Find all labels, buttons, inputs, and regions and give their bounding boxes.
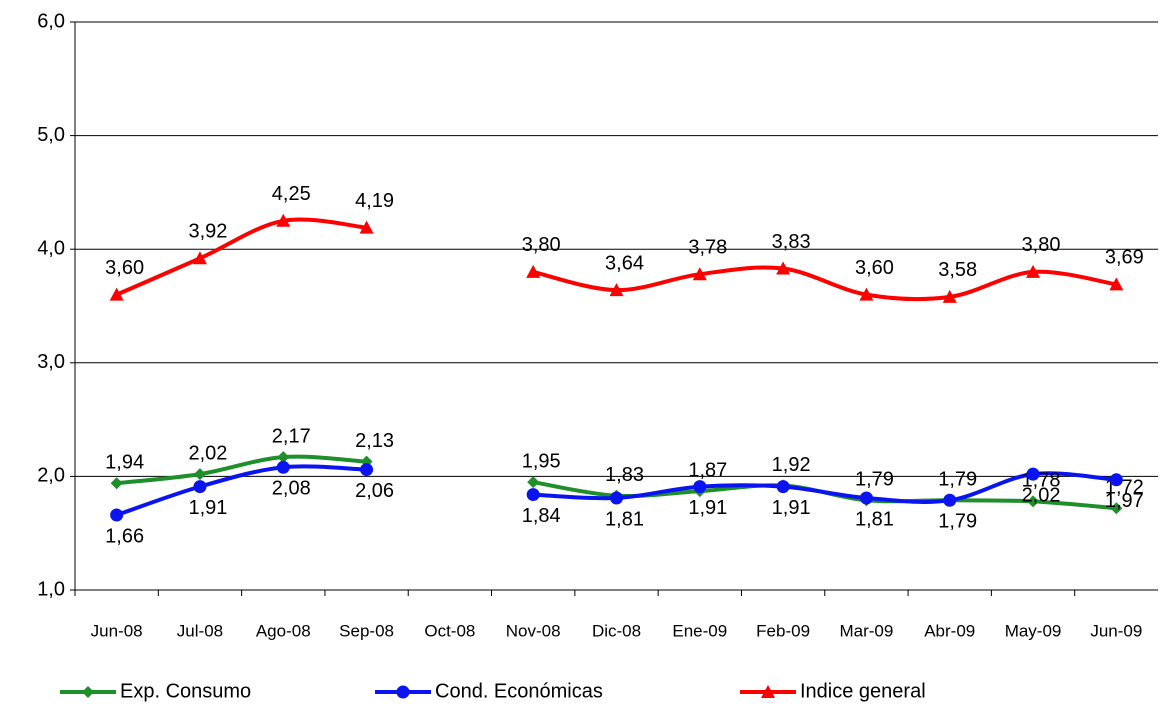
x-tick-label: Ene-09 xyxy=(672,621,727,640)
marker xyxy=(359,220,374,234)
y-tick-label: 5,0 xyxy=(37,124,65,146)
data-label: 1,79 xyxy=(938,469,977,491)
marker xyxy=(610,491,623,505)
data-label: 1,84 xyxy=(522,505,561,527)
marker xyxy=(109,287,124,301)
x-tick-label: Jun-08 xyxy=(91,621,143,640)
series-line xyxy=(116,464,367,517)
data-label: 2,13 xyxy=(355,430,394,452)
marker xyxy=(1109,277,1124,291)
data-label: 2,02 xyxy=(188,442,227,464)
marker xyxy=(193,480,207,494)
x-tick-label: May-09 xyxy=(1005,621,1062,640)
marker xyxy=(1109,473,1123,487)
data-label: 1,79 xyxy=(855,469,894,491)
data-label: 2,08 xyxy=(272,478,311,500)
marker xyxy=(276,460,290,474)
data-label: 3,60 xyxy=(855,257,894,279)
marker xyxy=(692,267,707,281)
marker xyxy=(776,261,791,275)
data-label: 3,80 xyxy=(522,234,561,256)
series-line xyxy=(116,454,367,486)
x-tick-label: Oct-08 xyxy=(424,621,475,640)
x-tick-label: Abr-09 xyxy=(924,621,975,640)
marker xyxy=(1026,264,1041,278)
marker xyxy=(943,493,957,507)
x-tick-label: Nov-08 xyxy=(506,621,561,640)
data-label: 3,83 xyxy=(772,231,811,253)
data-label: 1,87 xyxy=(688,459,727,481)
legend-label: Cond. Económicas xyxy=(435,680,603,702)
marker xyxy=(1110,502,1123,515)
y-tick-label: 3,0 xyxy=(37,351,65,373)
data-label: 3,58 xyxy=(938,259,977,281)
marker xyxy=(1027,495,1040,508)
legend-label: Indice general xyxy=(800,680,926,702)
marker xyxy=(277,451,290,464)
marker xyxy=(776,480,790,494)
data-label: 3,64 xyxy=(605,252,644,274)
x-tick-label: Dic-08 xyxy=(592,621,641,640)
data-label: 4,25 xyxy=(272,183,311,205)
marker xyxy=(276,213,291,227)
x-tick-label: Mar-09 xyxy=(839,621,893,640)
data-label: 1,66 xyxy=(105,525,144,547)
data-label: 1,95 xyxy=(522,450,561,472)
legend-marker xyxy=(761,685,775,698)
series-line xyxy=(115,217,367,297)
marker xyxy=(609,283,624,297)
data-label: 3,92 xyxy=(188,221,227,243)
x-tick-label: Jul-08 xyxy=(177,621,223,640)
legend-marker xyxy=(82,686,94,698)
x-tick-label: Jun-09 xyxy=(1090,621,1142,640)
data-label: 1,81 xyxy=(605,508,644,530)
legend-label: Exp. Consumo xyxy=(120,680,251,702)
y-tick-label: 1,0 xyxy=(37,578,65,600)
marker xyxy=(526,488,540,502)
marker xyxy=(859,491,873,505)
marker xyxy=(110,508,124,522)
data-label: 1,91 xyxy=(688,497,727,519)
marker xyxy=(859,287,874,301)
marker xyxy=(526,264,541,278)
data-label: 1,94 xyxy=(105,451,144,473)
data-label: 2,02 xyxy=(1022,484,1061,506)
x-tick-label: Feb-09 xyxy=(756,621,810,640)
data-label: 3,69 xyxy=(1105,247,1144,269)
y-tick-label: 2,0 xyxy=(37,465,65,487)
series-line xyxy=(533,471,1117,504)
marker xyxy=(110,477,123,490)
marker xyxy=(527,476,540,489)
data-label: 3,60 xyxy=(105,257,144,279)
marker xyxy=(360,463,374,477)
x-tick-label: Ago-08 xyxy=(256,621,311,640)
data-label: 1,91 xyxy=(188,497,227,519)
data-label: 1,97 xyxy=(1105,490,1144,512)
data-label: 1,79 xyxy=(938,511,977,533)
data-label: 1,92 xyxy=(772,454,811,476)
data-label: 4,19 xyxy=(355,190,394,212)
marker xyxy=(1026,467,1040,481)
marker xyxy=(942,289,957,303)
legend-marker xyxy=(396,685,410,699)
marker xyxy=(693,480,707,494)
data-label: 1,91 xyxy=(772,497,811,519)
marker xyxy=(192,251,207,265)
y-tick-label: 4,0 xyxy=(37,237,65,259)
marker xyxy=(193,468,206,481)
data-label: 1,83 xyxy=(605,464,644,486)
x-tick-label: Sep-08 xyxy=(339,621,394,640)
data-label: 2,17 xyxy=(272,425,311,447)
data-label: 3,78 xyxy=(688,236,727,258)
data-label: 3,80 xyxy=(1022,234,1061,256)
data-label: 2,06 xyxy=(355,480,394,502)
series-line xyxy=(532,265,1117,302)
data-label: 1,81 xyxy=(855,508,894,530)
y-tick-label: 6,0 xyxy=(37,10,65,32)
